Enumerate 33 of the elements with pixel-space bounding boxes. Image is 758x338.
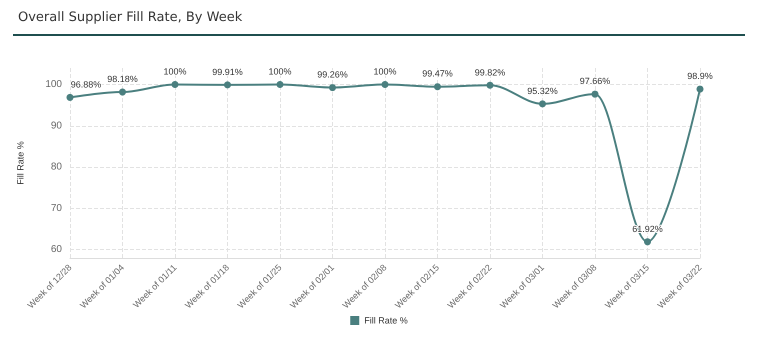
point [276, 81, 284, 88]
data-label: 100% [163, 66, 187, 77]
legend-label: Fill Rate % [364, 316, 408, 326]
y-tick-label: 80 [50, 162, 62, 173]
data-label: 100% [268, 66, 292, 77]
data-label: 100% [373, 66, 397, 77]
data-label: 99.82% [474, 67, 506, 78]
data-label: 99.26% [317, 70, 348, 80]
data-label: 99.47% [422, 68, 453, 79]
data-label: 97.66% [580, 76, 610, 86]
data-label: 98.18% [107, 74, 138, 84]
point [224, 81, 231, 88]
point [66, 94, 74, 101]
data-label: 96.88% [70, 79, 102, 90]
y-tick-label: 100 [45, 79, 62, 90]
data-label: 98.9% [687, 71, 713, 82]
data-label: 99.91% [212, 66, 243, 77]
point [119, 88, 126, 96]
point [539, 100, 546, 108]
point [486, 82, 494, 89]
data-label: 95.32% [527, 86, 558, 96]
point [329, 84, 336, 92]
point [592, 90, 598, 98]
y-tick-label: 60 [50, 244, 62, 256]
point [696, 86, 704, 93]
chart-title: Overall Supplier Fill Rate, By Week [18, 10, 242, 25]
point [434, 83, 441, 90]
point [172, 81, 178, 88]
point [382, 81, 388, 88]
y-tick-label: 70 [50, 202, 62, 214]
y-axis-title: Fill Rate % [16, 141, 26, 185]
point [644, 238, 651, 246]
y-tick-label: 90 [50, 120, 62, 132]
